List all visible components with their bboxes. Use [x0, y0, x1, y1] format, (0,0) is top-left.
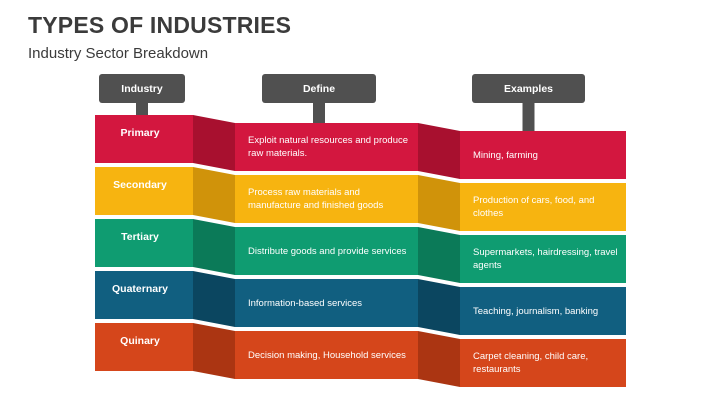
row-panel — [235, 175, 418, 223]
header-stem — [136, 100, 148, 115]
header-box — [262, 74, 376, 103]
row-panel — [95, 271, 193, 319]
row-panel — [460, 339, 626, 387]
row-panel — [235, 123, 418, 171]
header-box — [99, 74, 185, 103]
row-fold — [193, 167, 235, 223]
row-fold — [418, 227, 460, 283]
row-fold — [193, 219, 235, 275]
row-define-text: Information-based services — [248, 297, 363, 309]
slide-title: TYPES OF INDUSTRIES — [28, 12, 292, 38]
row-fold — [193, 323, 235, 379]
row-fold — [193, 271, 235, 327]
header-box — [472, 74, 585, 103]
row-panel — [460, 183, 626, 231]
header-examples: Examples — [503, 82, 554, 95]
row-examples-text: Carpet cleaning, child care, restaurants — [473, 351, 589, 375]
header-stem — [313, 100, 325, 123]
row-fold — [193, 115, 235, 171]
row-panel — [235, 331, 418, 379]
row-fold — [418, 175, 460, 231]
row-examples-text: Supermarkets, hairdressing, travel agent… — [473, 247, 618, 271]
row-examples-text: Production of cars, food, and clothes — [473, 195, 595, 219]
row-industry-text: Primary — [120, 126, 160, 139]
row-panel — [95, 323, 193, 371]
row-panel — [460, 131, 626, 179]
row-panel — [235, 227, 418, 275]
header-stem — [522, 100, 535, 131]
row-panel — [235, 279, 418, 327]
header-industry: Industry — [121, 82, 163, 95]
row-industry-text: Quaternary — [111, 282, 169, 295]
row-define-text: Distribute goods and provide services — [248, 245, 407, 257]
row-define-text: Exploit natural resources and produce ra… — [248, 135, 409, 159]
slide-subtitle: Industry Sector Breakdown — [28, 45, 209, 62]
row-examples-text: Teaching, journalism, banking — [473, 305, 599, 317]
row-panel — [460, 287, 626, 335]
row-panel — [460, 235, 626, 283]
row-define-text: Decision making, Household services — [248, 349, 406, 361]
header-define: Define — [302, 82, 336, 95]
row-fold — [418, 331, 460, 387]
row-industry-text: Secondary — [113, 178, 167, 191]
row-panel — [95, 167, 193, 215]
row-define-text: Process raw materials and manufacture an… — [248, 187, 384, 211]
row-industry-text: Quinary — [120, 334, 160, 347]
row-fold — [418, 279, 460, 335]
row-panel — [95, 115, 193, 163]
row-industry-text: Tertiary — [121, 230, 159, 243]
row-panel — [95, 219, 193, 267]
row-fold — [418, 123, 460, 179]
row-examples-text: Mining, farming — [473, 149, 538, 161]
